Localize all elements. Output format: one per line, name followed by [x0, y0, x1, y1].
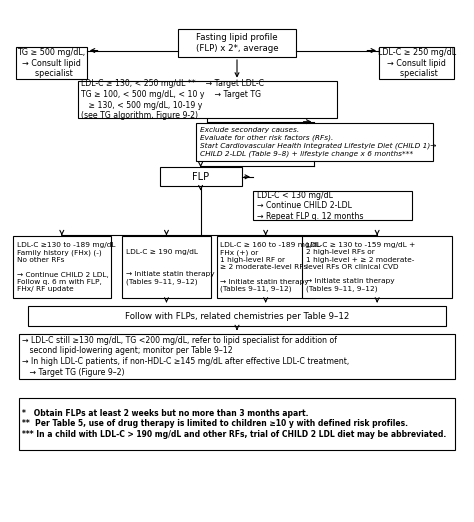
FancyBboxPatch shape	[379, 47, 454, 79]
FancyBboxPatch shape	[122, 236, 211, 299]
FancyBboxPatch shape	[196, 123, 433, 161]
Text: FLP: FLP	[192, 172, 209, 182]
FancyBboxPatch shape	[27, 306, 447, 326]
FancyBboxPatch shape	[13, 236, 111, 299]
FancyBboxPatch shape	[16, 47, 87, 79]
FancyBboxPatch shape	[178, 29, 296, 57]
Text: LDL-C ≥ 250 mg/dL
→ Consult lipid
  specialist: LDL-C ≥ 250 mg/dL → Consult lipid specia…	[378, 48, 456, 78]
Text: LDL-C < 130 mg/dL
→ Continue CHILD 2-LDL
→ Repeat FLP q. 12 months: LDL-C < 130 mg/dL → Continue CHILD 2-LDL…	[256, 191, 363, 221]
FancyBboxPatch shape	[18, 398, 456, 450]
Text: LDL-C ≥130 to -189 mg/dL
Family history (FHx) (-)
No other RFs

→ Continue CHILD: LDL-C ≥130 to -189 mg/dL Family history …	[17, 242, 115, 292]
Text: LDL-C ≥ 130 to -159 mg/dL +
2 high-level RFs or
1 high-level + ≥ 2 moderate-
lev: LDL-C ≥ 130 to -159 mg/dL + 2 high-level…	[306, 242, 415, 292]
Text: LDL-C ≥ 130, < 250 mg/dL **    → Target LDL-C
TG ≥ 100, < 500 mg/dL, < 10 y    →: LDL-C ≥ 130, < 250 mg/dL ** → Target LDL…	[82, 79, 264, 120]
FancyBboxPatch shape	[78, 81, 337, 118]
FancyBboxPatch shape	[160, 167, 242, 186]
Text: LDL-C ≥ 190 mg/dL


→ Initiate statin therapy
(Tables 9–11, 9–12): LDL-C ≥ 190 mg/dL → Initiate statin ther…	[126, 250, 214, 285]
Text: LDL-C ≥ 160 to -189 mg/dL
FHx (+) or
1 high-level RF or
≥ 2 moderate-level RFs

: LDL-C ≥ 160 to -189 mg/dL FHx (+) or 1 h…	[220, 242, 321, 292]
FancyBboxPatch shape	[217, 236, 315, 299]
Text: → LDL-C still ≥130 mg/dL, TG <200 mg/dL, refer to lipid specialist for addition : → LDL-C still ≥130 mg/dL, TG <200 mg/dL,…	[22, 336, 349, 377]
Text: Exclude secondary causes.
Evaluate for other risk factors (RFs).
Start Cardiovas: Exclude secondary causes. Evaluate for o…	[200, 127, 436, 157]
Text: *   Obtain FLPs at least 2 weeks but no more than 3 months apart.
**  Per Table : * Obtain FLPs at least 2 weeks but no mo…	[22, 409, 447, 439]
Text: TG ≥ 500 mg/dL,
→ Consult lipid
  specialist: TG ≥ 500 mg/dL, → Consult lipid speciali…	[17, 48, 85, 78]
Text: Fasting lipid profile
(FLP) x 2*, average: Fasting lipid profile (FLP) x 2*, averag…	[196, 33, 278, 53]
FancyBboxPatch shape	[18, 334, 456, 379]
Text: Follow with FLPs, related chemistries per Table 9–12: Follow with FLPs, related chemistries pe…	[125, 312, 349, 321]
FancyBboxPatch shape	[302, 236, 452, 299]
FancyBboxPatch shape	[253, 192, 412, 220]
